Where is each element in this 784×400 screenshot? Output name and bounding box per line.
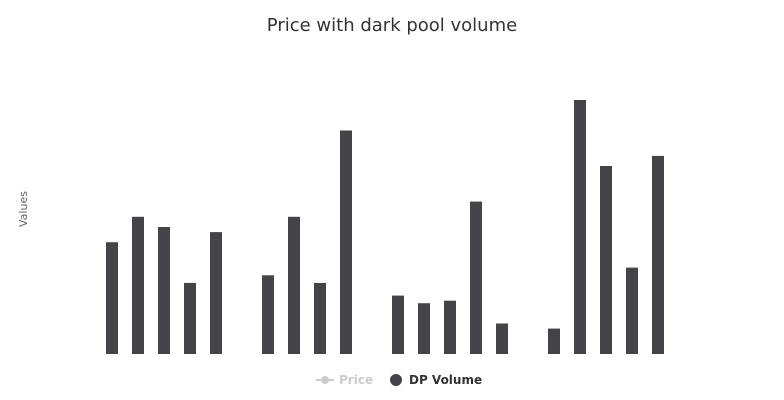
legend-price-label: Price	[339, 373, 373, 387]
bar-dp-volume[interactable]	[106, 242, 118, 354]
bar-dp-volume[interactable]	[262, 275, 274, 354]
legend-dp-volume-label: DP Volume	[409, 373, 482, 387]
bar-dp-volume[interactable]	[340, 130, 352, 355]
bar-dp-volume[interactable]	[548, 328, 560, 354]
bar-dp-volume[interactable]	[392, 295, 404, 354]
bar-dp-volume[interactable]	[132, 216, 144, 354]
bar-dp-volume[interactable]	[626, 267, 638, 354]
legend-price-marker-icon	[321, 376, 329, 384]
legend: Price DP Volume	[316, 373, 482, 387]
bar-dp-volume[interactable]	[652, 155, 664, 354]
bar-dp-volume[interactable]	[184, 282, 196, 354]
bar-dp-volume[interactable]	[418, 303, 430, 354]
y-axis-label: Values	[17, 191, 30, 227]
plot-area	[106, 100, 664, 354]
bar-dp-volume[interactable]	[210, 232, 222, 354]
legend-item-dp-volume[interactable]: DP Volume	[390, 373, 482, 387]
bar-dp-volume[interactable]	[444, 300, 456, 354]
legend-item-price[interactable]: Price	[316, 373, 373, 387]
chart-title: Price with dark pool volume	[266, 15, 518, 36]
bar-dp-volume[interactable]	[288, 216, 300, 354]
bar-dp-volume[interactable]	[600, 166, 612, 354]
bar-dp-volume[interactable]	[158, 227, 170, 354]
bar-dp-volume[interactable]	[574, 100, 586, 354]
bar-dp-volume[interactable]	[496, 323, 508, 355]
bar-dp-volume[interactable]	[314, 282, 326, 354]
legend-dp-volume-marker-icon	[390, 374, 402, 386]
bar-dp-volume[interactable]	[470, 201, 482, 354]
